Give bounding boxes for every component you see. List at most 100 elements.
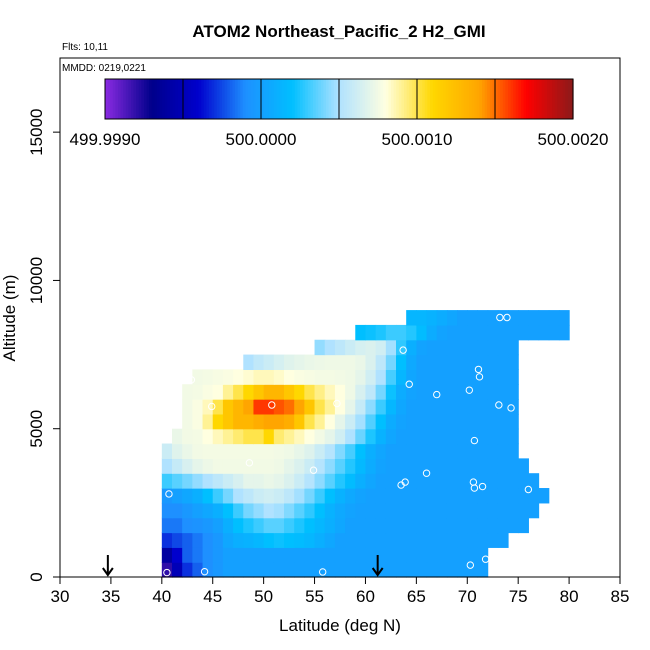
heatmap-cell bbox=[396, 517, 407, 534]
heatmap-cell bbox=[334, 532, 346, 548]
heatmap-cell bbox=[426, 547, 438, 563]
heatmap-cell bbox=[273, 473, 285, 489]
colorbar-segment bbox=[536, 79, 540, 119]
heatmap-cell bbox=[243, 369, 255, 385]
colorbar-segment bbox=[144, 79, 148, 119]
heatmap-cell bbox=[273, 384, 285, 400]
heatmap-cell bbox=[222, 384, 234, 400]
heatmap-cell bbox=[487, 413, 499, 430]
heatmap-cell bbox=[314, 354, 326, 370]
heatmap-cell bbox=[477, 532, 489, 548]
heatmap-cell bbox=[436, 399, 448, 415]
heatmap-cell bbox=[222, 369, 234, 385]
heatmap-cell bbox=[253, 443, 265, 459]
heatmap-cell bbox=[365, 473, 377, 489]
heatmap-cell bbox=[355, 384, 367, 400]
heatmap-cell bbox=[314, 413, 326, 430]
heatmap-cell bbox=[334, 488, 346, 504]
heatmap-cell bbox=[182, 413, 193, 430]
colorbar-segment bbox=[437, 79, 441, 119]
heatmap-cell bbox=[365, 399, 377, 415]
colorbar-segment bbox=[318, 79, 322, 119]
heatmap-cell bbox=[497, 428, 509, 445]
x-tick-label: 55 bbox=[305, 587, 324, 606]
colorbar-segment bbox=[518, 79, 522, 119]
heatmap-cell bbox=[263, 517, 275, 534]
colorbar-segment bbox=[214, 79, 218, 119]
heatmap-cell bbox=[518, 310, 529, 326]
heatmap-cell bbox=[375, 488, 387, 504]
colorbar-segment bbox=[352, 79, 356, 119]
heatmap-cell bbox=[334, 399, 346, 415]
colorbar-segment bbox=[432, 79, 436, 119]
heatmap-cell bbox=[375, 532, 387, 548]
heatmap-cell bbox=[202, 428, 214, 445]
colorbar-segment bbox=[547, 79, 551, 119]
heatmap-cell bbox=[467, 399, 479, 415]
heatmap-cell bbox=[243, 384, 255, 400]
heatmap-cell bbox=[253, 547, 265, 563]
colorbar-segment bbox=[266, 79, 270, 119]
heatmap-cell bbox=[294, 488, 305, 504]
heatmap-cell bbox=[436, 488, 448, 504]
heatmap-cell bbox=[385, 517, 397, 534]
colorbar-segment bbox=[172, 79, 176, 119]
heatmap-cell bbox=[385, 547, 397, 563]
heatmap-cell bbox=[436, 562, 448, 578]
heatmap-cell bbox=[334, 458, 346, 474]
heatmap-cell bbox=[467, 502, 479, 519]
heatmap-cell bbox=[355, 428, 367, 445]
heatmap-cell bbox=[222, 547, 234, 563]
heatmap-cell bbox=[477, 547, 489, 563]
heatmap-cell bbox=[365, 413, 377, 430]
heatmap-cell bbox=[385, 339, 397, 356]
heatmap-cell bbox=[406, 443, 417, 459]
heatmap-cell bbox=[558, 310, 570, 326]
heatmap-cell bbox=[345, 488, 356, 504]
colorbar-segment bbox=[500, 79, 504, 119]
heatmap-cell bbox=[314, 458, 326, 474]
heatmap-cell bbox=[416, 547, 428, 563]
heatmap-cell bbox=[233, 458, 244, 474]
colorbar-segment bbox=[107, 79, 111, 119]
heatmap-cell bbox=[304, 547, 316, 563]
heatmap-cell bbox=[284, 517, 295, 534]
heatmap-cell bbox=[426, 458, 438, 474]
heatmap-cell bbox=[233, 399, 244, 415]
heatmap-cell bbox=[487, 354, 499, 370]
heatmap-cell bbox=[161, 502, 173, 519]
heatmap-cell bbox=[508, 399, 519, 415]
measurement-point bbox=[474, 365, 483, 374]
heatmap-cell bbox=[477, 562, 489, 578]
colorbar-tick-label: 500.0000 bbox=[226, 130, 297, 149]
heatmap-cell bbox=[182, 384, 193, 400]
colorbar-segment bbox=[136, 79, 140, 119]
colorbar-segment bbox=[440, 79, 444, 119]
colorbar-segment bbox=[565, 79, 569, 119]
y-tick-label: 10000 bbox=[27, 257, 46, 304]
heatmap-cell bbox=[284, 502, 295, 519]
colorbar-segment bbox=[528, 79, 532, 119]
heatmap-cell bbox=[477, 488, 489, 504]
heatmap-cell bbox=[406, 310, 417, 326]
heatmap-cell bbox=[436, 324, 448, 341]
heatmap-cell bbox=[273, 354, 285, 370]
colorbar-segment bbox=[424, 79, 428, 119]
heatmap-cell bbox=[416, 443, 428, 459]
measurement-point bbox=[208, 402, 216, 411]
colorbar-segment bbox=[445, 79, 449, 119]
heatmap-cell bbox=[436, 547, 448, 563]
heatmap-cell bbox=[253, 399, 265, 415]
heatmap-cell bbox=[396, 369, 407, 385]
heatmap-cell bbox=[508, 413, 519, 430]
heatmap-cell bbox=[355, 413, 367, 430]
measurement-point bbox=[503, 313, 511, 322]
colorbar-segment bbox=[112, 79, 116, 119]
heatmap-cell bbox=[497, 354, 509, 370]
latitude-arrows bbox=[102, 555, 384, 577]
heatmap-cell bbox=[263, 502, 275, 519]
heatmap-cell bbox=[284, 428, 295, 445]
heatmap-cell bbox=[477, 399, 489, 415]
heatmap-cell bbox=[253, 473, 265, 489]
colorbar-segment bbox=[315, 79, 319, 119]
